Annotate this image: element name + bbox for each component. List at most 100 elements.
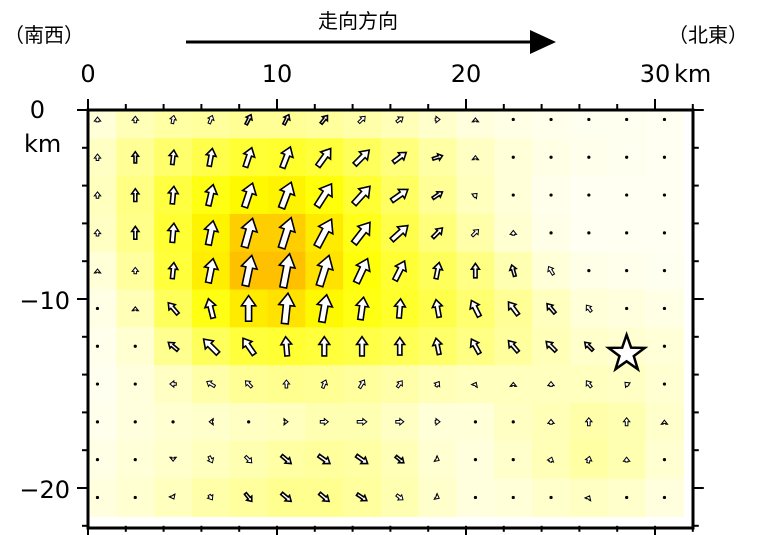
x-axis-unit: km bbox=[674, 60, 711, 88]
slip-vector-dot bbox=[473, 458, 478, 462]
slip-vector-dot bbox=[511, 193, 515, 197]
slip-vector-arrow bbox=[430, 227, 444, 240]
slip-cell bbox=[88, 440, 117, 480]
slip-vector-dot bbox=[511, 155, 515, 159]
slip-vector-dot bbox=[549, 193, 553, 197]
slip-vector-arrow bbox=[584, 455, 593, 464]
slip-cell bbox=[88, 213, 117, 253]
slip-vector-dot bbox=[511, 117, 515, 122]
plot-area bbox=[77, 99, 704, 535]
slip-vector-arrow bbox=[585, 380, 593, 389]
slip-vector-arrow bbox=[166, 221, 181, 244]
slip-vector-arrow bbox=[388, 224, 409, 244]
slip-vector-arrow bbox=[208, 417, 214, 427]
slip-vector-dot bbox=[625, 495, 629, 500]
slip-vector-arrow bbox=[356, 417, 368, 427]
header-center-label: 走向方向 bbox=[318, 9, 398, 33]
slip-vector-arrow bbox=[93, 191, 102, 199]
slip-vector-arrow bbox=[354, 295, 370, 321]
slip-vector-arrow bbox=[277, 180, 296, 211]
slip-vector-arrow bbox=[277, 291, 297, 325]
slip-vector-arrow bbox=[279, 453, 293, 465]
slip-vector-arrow bbox=[433, 492, 440, 500]
slip-vector-arrow bbox=[206, 114, 215, 125]
x-tick-label-10: 10 bbox=[262, 60, 293, 88]
slip-vector-arrow bbox=[315, 293, 334, 324]
slip-vector-arrow bbox=[279, 335, 294, 357]
x-tick-label-20: 20 bbox=[451, 60, 482, 88]
slip-vector-arrow bbox=[167, 261, 180, 280]
slip-vector-arrow bbox=[546, 302, 558, 316]
slip-cell bbox=[88, 289, 117, 328]
slip-vector-arrow bbox=[391, 259, 408, 283]
slip-vector-dot bbox=[549, 495, 553, 500]
slip-vector-arrow bbox=[430, 190, 444, 201]
slip-vector-arrow bbox=[243, 454, 253, 464]
slip-vector-arrow bbox=[130, 187, 141, 203]
slip-vector-arrow bbox=[202, 219, 220, 247]
slip-cell bbox=[88, 138, 117, 177]
slip-cell bbox=[645, 110, 684, 139]
slip-vector-arrow bbox=[430, 298, 444, 319]
slip-vector-arrow bbox=[508, 263, 518, 278]
slip-vector-arrow bbox=[131, 305, 140, 312]
slip-vector-arrow bbox=[584, 416, 594, 427]
slip-vector-dot bbox=[133, 344, 137, 348]
slip-vectors bbox=[93, 113, 669, 503]
slip-vector-arrow bbox=[470, 381, 478, 389]
slip-vector-arrow bbox=[395, 380, 403, 389]
slip-vector-arrow bbox=[313, 217, 334, 250]
slip-vector-arrow bbox=[277, 252, 297, 289]
slip-vector-dot bbox=[625, 193, 629, 197]
slip-vector-arrow bbox=[313, 182, 333, 210]
slip-vector-dot bbox=[95, 458, 100, 462]
slip-vector-arrow bbox=[660, 419, 669, 425]
slip-vector-arrow bbox=[168, 114, 178, 125]
slip-vector-arrow bbox=[507, 339, 521, 355]
slip-vector-arrow bbox=[470, 229, 480, 238]
x-tick-label-30: 30 bbox=[640, 60, 671, 88]
slip-vector-arrow bbox=[546, 456, 555, 464]
slip-vector-arrow bbox=[167, 341, 180, 353]
slip-vector-dot bbox=[625, 269, 629, 273]
slip-vector-dot bbox=[662, 382, 667, 386]
slip-vector-arrow bbox=[168, 493, 176, 500]
slip-vector-dot bbox=[587, 231, 591, 235]
slip-vector-dot bbox=[662, 193, 667, 197]
slip-vector-arrow bbox=[393, 454, 405, 464]
slip-cell bbox=[88, 110, 117, 139]
slip-vector-arrow bbox=[351, 149, 371, 168]
slip-vector-arrow bbox=[507, 300, 521, 318]
slip-vector-arrow bbox=[433, 454, 440, 463]
slip-vector-arrow bbox=[206, 493, 214, 501]
x-tick-label-0: 0 bbox=[80, 60, 95, 88]
y-tick-label-0: 0 bbox=[30, 96, 45, 124]
slip-vector-dot bbox=[587, 193, 591, 197]
slip-cell bbox=[154, 110, 193, 139]
slip-vector-dot bbox=[662, 306, 667, 311]
slip-vector-arrow bbox=[433, 380, 441, 388]
slip-vector-dot bbox=[625, 117, 629, 122]
slip-vector-arrow bbox=[281, 113, 291, 126]
slip-vector-dot bbox=[662, 231, 667, 235]
slip-vector-arrow bbox=[471, 154, 480, 161]
slip-vector-dot bbox=[662, 458, 667, 462]
slip-vector-arrow bbox=[240, 217, 259, 250]
header-left-label: （南西） bbox=[4, 23, 84, 47]
slip-vector-arrow bbox=[130, 150, 141, 164]
header-right-label: （北東） bbox=[668, 23, 748, 47]
slip-vector-dot bbox=[662, 117, 667, 122]
slip-vector-arrow bbox=[277, 216, 297, 250]
slip-vector-arrow bbox=[93, 153, 102, 162]
slip-vector-arrow bbox=[317, 491, 331, 503]
slip-vector-arrow bbox=[242, 146, 256, 169]
slip-vector-arrow bbox=[318, 114, 329, 126]
slip-vector-arrow bbox=[242, 337, 258, 357]
slip-cell bbox=[305, 110, 344, 139]
slip-vector-dot bbox=[662, 155, 667, 159]
slip-vector-arrow bbox=[434, 417, 441, 427]
strike-direction-arrow bbox=[186, 30, 556, 54]
slip-vector-arrow bbox=[244, 380, 254, 389]
slip-vector-arrow bbox=[243, 491, 253, 503]
slip-vector-dot bbox=[133, 382, 137, 386]
